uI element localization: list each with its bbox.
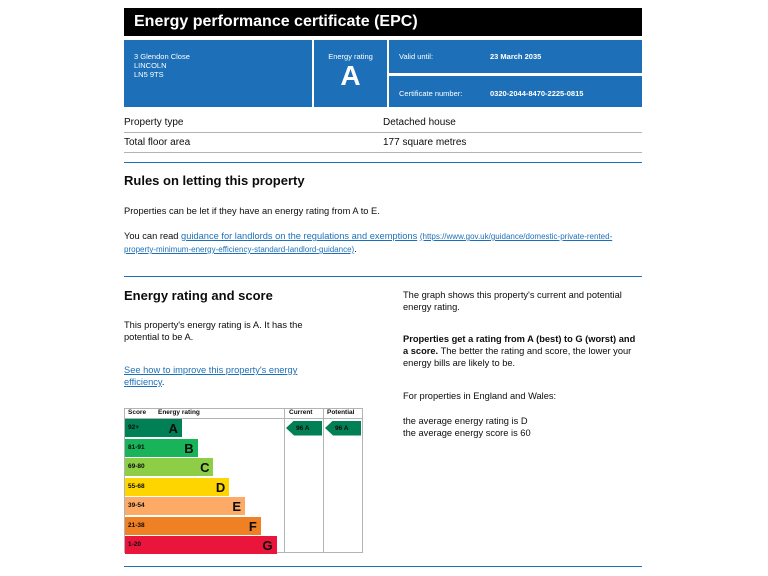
rating-band-e: 39-54 E — [125, 497, 246, 515]
rating-band-b: 81-91 B — [125, 438, 198, 457]
rating-scale-bold: Properties get a rating from A (best) to… — [403, 334, 636, 356]
band-letter-label: E — [232, 499, 242, 514]
chart-header-divider — [125, 418, 362, 419]
property-type-label: Property type — [124, 117, 184, 128]
chart-header-score: Score — [128, 409, 147, 416]
band-letter-label: A — [168, 421, 178, 436]
page-title: Energy performance certificate (EPC) — [124, 8, 642, 36]
graph-explanation: The graph shows this property's current … — [403, 290, 622, 312]
energy-rating-panel: Energy rating A — [314, 40, 387, 107]
band-score-label: 92+ — [128, 424, 140, 431]
band-score-label: 21-38 — [128, 521, 145, 529]
average-score: the average energy score is 60 — [403, 428, 531, 438]
band-letter-label: C — [200, 460, 210, 475]
energy-rating-chart: Score Energy rating Current Potential 92… — [124, 408, 363, 554]
current-rating-arrow: 96 A — [286, 420, 322, 436]
band-score-label: 69-80 — [128, 463, 145, 470]
valid-until-panel: Valid until: 23 March 2035 — [389, 40, 642, 73]
band-score-label: 39-54 — [128, 502, 145, 509]
band-letter-label: D — [215, 479, 226, 495]
property-type-value: Detached house — [383, 117, 456, 128]
band-letter-label: F — [248, 518, 257, 534]
landlord-guidance-url[interactable]: (https://www.gov.uk/guidance/domestic-pr… — [124, 232, 613, 254]
improve-paragraph: See how to improve this property's energ… — [124, 364, 334, 388]
energy-rating-label: Energy rating — [328, 52, 373, 61]
improve-suffix: . — [161, 377, 165, 387]
band-score-label: 1-20 — [128, 541, 142, 548]
section-divider — [124, 162, 642, 163]
england-wales-label: For properties in England and Wales: — [403, 391, 557, 401]
floor-area-label: Total floor area — [124, 137, 191, 148]
rating-band-d: 55-68 D — [125, 477, 230, 496]
property-type-row: Property type Detached house — [124, 113, 642, 133]
address-line-3: LN5 9TS — [134, 70, 164, 79]
landlord-guidance-paragraph: You can read guidance for landlords on t… — [124, 230, 624, 256]
potential-rating-arrow: 96 A — [325, 420, 361, 436]
chart-header-current: Current — [289, 409, 313, 416]
rating-scale-explanation: Properties get a rating from A (best) to… — [403, 333, 643, 369]
chart-header-potential: Potential — [327, 409, 355, 416]
floor-area-row: Total floor area 177 square metres — [124, 133, 642, 153]
chart-column-divider — [323, 409, 324, 552]
rating-band-g: 1-20 G — [125, 536, 277, 554]
rating-band-f: 21-38 F — [125, 516, 261, 535]
certificate-number-panel: Certificate number: 0320-2044-8470-2225-… — [389, 76, 642, 107]
band-letter-label: G — [262, 538, 273, 553]
rating-band-c: 69-80 C — [125, 458, 214, 476]
chart-header-rating: Energy rating — [158, 409, 200, 416]
address-line-1: 3 Glendon Close — [134, 52, 190, 61]
valid-until-label: Valid until: — [399, 52, 434, 61]
improve-efficiency-link[interactable]: See how to improve this property's energ… — [124, 365, 298, 387]
landlord-guidance-link[interactable]: guidance for landlords on the regulation… — [181, 231, 418, 241]
address-panel: 3 Glendon Close LINCOLN LN5 9TS — [124, 40, 312, 107]
certificate-number-label: Certificate number: — [399, 89, 463, 98]
chart-column-divider — [284, 409, 285, 552]
guidance-suffix: . — [354, 244, 357, 254]
letting-heading: Rules on letting this property — [124, 173, 305, 188]
rating-scale-rest: The better the rating and score, the low… — [403, 346, 632, 368]
letting-paragraph: Properties can be let if they have an en… — [124, 206, 380, 216]
floor-area-value: 177 square metres — [383, 137, 467, 148]
band-score-label: 81-91 — [128, 443, 145, 451]
certificate-number-value: 0320-2044-8470-2225-0815 — [490, 89, 584, 98]
band-score-label: 55-68 — [128, 482, 145, 490]
address-line-2: LINCOLN — [134, 61, 167, 70]
rating-description: This property's energy rating is A. It h… — [124, 320, 303, 342]
guidance-prefix: You can read — [124, 231, 182, 241]
section-divider — [124, 276, 642, 277]
section-divider — [124, 566, 642, 567]
rating-band-a: 92+ A — [125, 419, 182, 437]
band-letter-label: B — [184, 440, 194, 456]
score-heading: Energy rating and score — [124, 288, 273, 303]
valid-until-value: 23 March 2035 — [490, 52, 542, 61]
average-rating: the average energy rating is D — [403, 416, 528, 426]
energy-rating-value: A — [340, 60, 361, 91]
